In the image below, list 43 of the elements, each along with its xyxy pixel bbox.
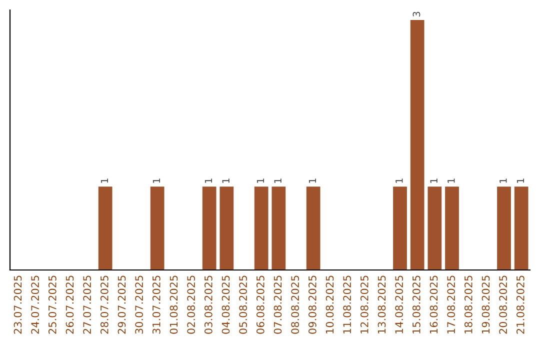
x-tick-label: 19.08.2025: [482, 276, 490, 334]
x-tick-label: 03.08.2025: [204, 276, 212, 334]
x-tick-label: 06.08.2025: [256, 276, 264, 334]
x-tick-label: 14.08.2025: [395, 276, 404, 334]
data-label: 3: [412, 12, 420, 16]
x-tick-label: 12.08.2025: [360, 276, 368, 334]
data-label: 1: [516, 178, 524, 183]
data-label: 1: [448, 178, 455, 183]
x-tick-label: 31.07.2025: [152, 276, 160, 334]
data-label: 1: [256, 178, 264, 183]
x-tick-label: 29.07.2025: [118, 276, 126, 334]
x-tick-label: 23.07.2025: [14, 276, 22, 334]
x-tick-label: 09.08.2025: [308, 276, 316, 334]
x-tick-label: 11.08.2025: [343, 276, 352, 334]
x-tick-label: 07.08.2025: [274, 276, 282, 334]
x-tick-label: 17.08.2025: [447, 276, 456, 334]
x-tick-label: 27.07.2025: [83, 276, 92, 334]
x-tick-label: 05.08.2025: [239, 276, 248, 334]
data-label: 1: [152, 178, 160, 183]
x-tick-label: 21.08.2025: [516, 276, 524, 334]
data-label: 1: [396, 178, 403, 183]
data-label: 1: [308, 178, 316, 183]
data-label: 1: [204, 178, 212, 183]
x-tick-label: 02.08.2025: [187, 276, 196, 334]
x-tick-label: 20.08.2025: [499, 276, 508, 334]
x-tick-label: 15.08.2025: [412, 276, 420, 334]
data-label: 1: [222, 178, 230, 183]
x-tick-label: 13.08.2025: [378, 276, 386, 334]
data-label: 1: [430, 178, 438, 183]
x-tick-label: 08.08.2025: [291, 276, 300, 334]
x-tick-label: 30.07.2025: [135, 276, 144, 334]
data-label: 1: [100, 178, 108, 183]
data-label: 1: [500, 178, 507, 183]
x-tick-label: 01.08.2025: [170, 276, 178, 334]
x-tick-label: 26.07.2025: [66, 276, 74, 334]
data-label: 1: [274, 178, 282, 183]
x-tick-label: 24.07.2025: [31, 276, 40, 334]
x-tick-label: 18.08.2025: [464, 276, 472, 334]
x-tick-label: 10.08.2025: [326, 276, 334, 334]
x-tick-label: 25.07.2025: [48, 276, 56, 334]
x-tick-label: 28.07.2025: [100, 276, 108, 334]
x-tick-label: 16.08.2025: [430, 276, 438, 334]
x-tick-label: 04.08.2025: [222, 276, 230, 334]
